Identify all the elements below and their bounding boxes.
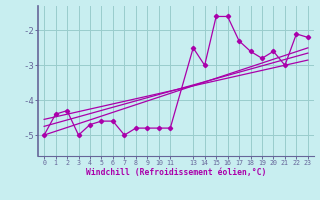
X-axis label: Windchill (Refroidissement éolien,°C): Windchill (Refroidissement éolien,°C) (86, 168, 266, 177)
